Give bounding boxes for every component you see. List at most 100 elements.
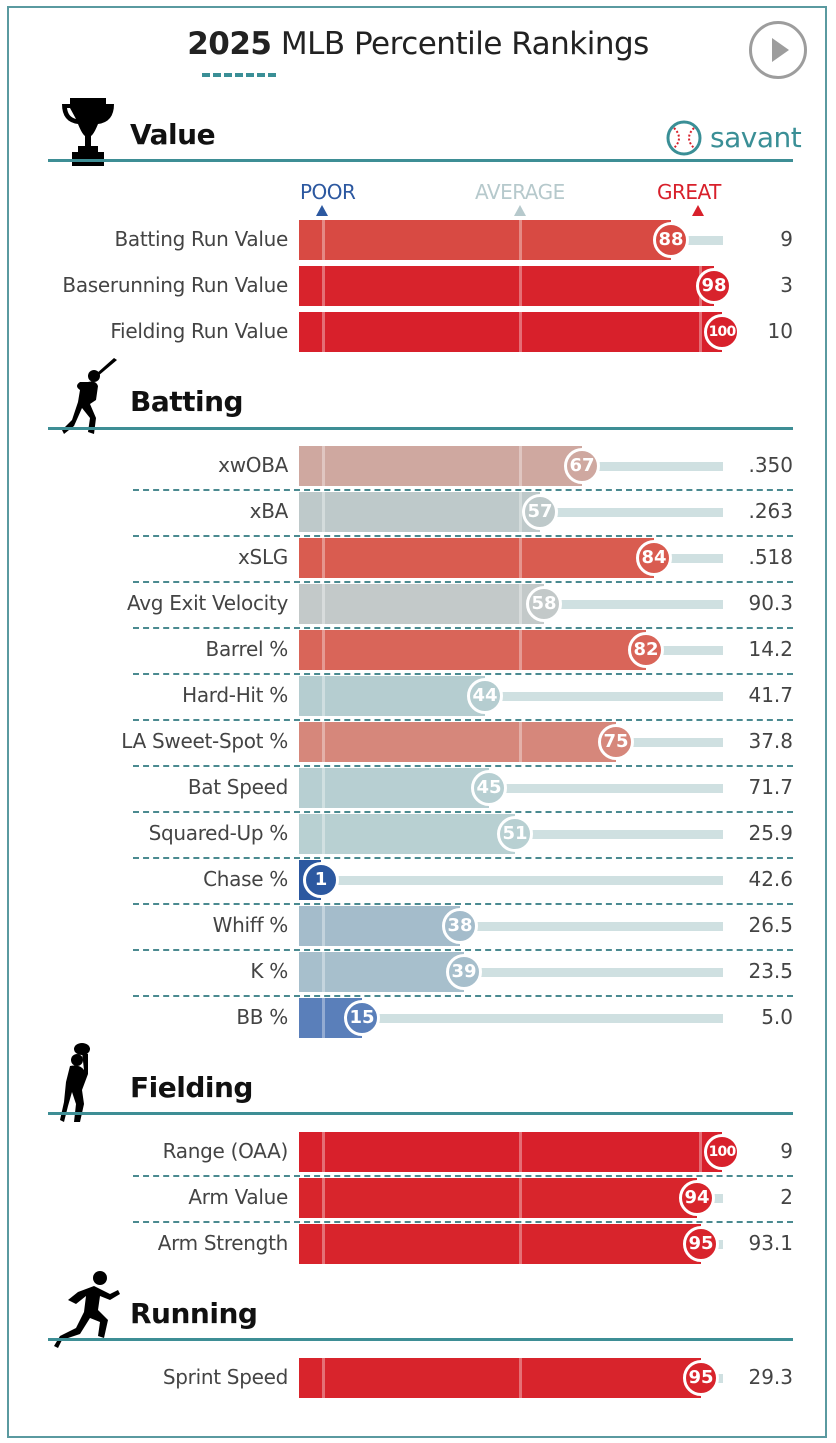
metric-label: Range (OAA) (162, 1139, 289, 1163)
bar-gridline (519, 584, 522, 624)
percentile-bar (299, 446, 582, 486)
percentile-track (310, 784, 723, 793)
percentile-bar (299, 814, 515, 854)
section-title-running: Running (130, 1297, 258, 1330)
bar-gridline (322, 1358, 325, 1398)
bar-gridline (322, 630, 325, 670)
percentile-bubble: 95 (683, 1226, 719, 1262)
bar-gridline (519, 446, 522, 486)
trophy-icon (60, 94, 116, 175)
metric-value: 37.8 (748, 729, 793, 753)
bar-gridline (322, 538, 325, 578)
metric-row[interactable]: Arm Strength 95 93.1 (0, 1224, 836, 1264)
metric-row[interactable]: xBA 57 .263 (0, 492, 836, 532)
section-rule (48, 1338, 793, 1341)
percentile-bubble: 39 (446, 954, 482, 990)
metric-value: .350 (748, 453, 793, 477)
bar-gridline (322, 492, 325, 532)
metric-label: Squared-Up % (148, 821, 289, 845)
bar-gridline (322, 952, 325, 992)
metric-row[interactable]: Arm Value 94 2 (0, 1178, 836, 1218)
bar-gridline (322, 676, 325, 716)
percentile-bar (299, 312, 722, 352)
metric-value: 14.2 (748, 637, 793, 661)
metric-value: 9 (780, 227, 793, 251)
bar-gridline (322, 722, 325, 762)
metric-row[interactable]: xwOBA 67 .350 (0, 446, 836, 486)
scale-poor-marker (316, 205, 328, 216)
metric-row[interactable]: LA Sweet-Spot % 75 37.8 (0, 722, 836, 762)
metric-label: Baserunning Run Value (62, 273, 288, 297)
row-divider (133, 1221, 793, 1223)
metric-label: xwOBA (218, 453, 288, 477)
bar-gridline (322, 312, 325, 352)
metric-row[interactable]: Squared-Up % 51 25.9 (0, 814, 836, 854)
bar-gridline (322, 220, 325, 260)
bar-gridline (519, 1358, 522, 1398)
metric-row[interactable]: Avg Exit Velocity 58 90.3 (0, 584, 836, 624)
bar-gridline (322, 1224, 325, 1264)
metric-row[interactable]: Baserunning Run Value 98 3 (0, 266, 836, 306)
metric-row[interactable]: Sprint Speed 95 29.3 (0, 1358, 836, 1398)
metric-value: 5.0 (761, 1005, 793, 1029)
baseball-logo-icon (666, 120, 702, 156)
metric-value: 25.9 (748, 821, 793, 845)
bar-gridline (519, 312, 522, 352)
metric-label: Batting Run Value (114, 227, 289, 251)
bar-gridline (519, 722, 522, 762)
percentile-bubble: 84 (636, 540, 672, 576)
percentile-bar (299, 1178, 697, 1218)
percentile-bubble: 1 (303, 862, 339, 898)
percentile-bubble: 95 (683, 1360, 719, 1396)
bar-gridline (322, 584, 325, 624)
metric-row[interactable]: Barrel % 82 14.2 (0, 630, 836, 670)
fielder-icon (60, 1042, 110, 1129)
metric-row[interactable]: Batting Run Value 88 9 (0, 220, 836, 260)
percentile-bar (299, 1224, 701, 1264)
percentile-bar (299, 492, 540, 532)
metric-row[interactable]: Bat Speed 45 71.7 (0, 768, 836, 808)
percentile-bubble: 57 (522, 494, 558, 530)
row-divider (133, 719, 793, 721)
section-rule (48, 159, 793, 162)
metric-value: 93.1 (748, 1231, 793, 1255)
metric-row[interactable]: Range (OAA) 100 9 (0, 1132, 836, 1172)
percentile-bar (299, 538, 654, 578)
metric-label: Barrel % (205, 637, 289, 661)
percentile-bubble: 51 (497, 816, 533, 852)
percentile-bar (299, 630, 646, 670)
section-title-batting: Batting (130, 385, 244, 418)
metric-value: 9 (780, 1139, 793, 1163)
row-divider (133, 673, 793, 675)
percentile-track (310, 876, 723, 885)
row-divider (133, 949, 793, 951)
metric-value: 29.3 (748, 1365, 793, 1389)
percentile-bubble: 88 (653, 222, 689, 258)
percentile-track (310, 1014, 723, 1023)
metric-value: 90.3 (748, 591, 793, 615)
bar-gridline (519, 538, 522, 578)
metric-label: Chase % (203, 867, 288, 891)
metric-row[interactable]: Hard-Hit % 44 41.7 (0, 676, 836, 716)
percentile-bubble: 75 (598, 724, 634, 760)
metric-label: Arm Value (188, 1185, 288, 1209)
percentile-bubble: 58 (526, 586, 562, 622)
percentile-track (310, 968, 723, 977)
metric-row[interactable]: Fielding Run Value 100 10 (0, 312, 836, 352)
metric-label: Bat Speed (187, 775, 288, 799)
metric-row[interactable]: BB % 15 5.0 (0, 998, 836, 1038)
bar-gridline (519, 630, 522, 670)
metric-row[interactable]: xSLG 84 .518 (0, 538, 836, 578)
metric-row[interactable]: K % 39 23.5 (0, 952, 836, 992)
scale-average-marker (514, 205, 526, 216)
title-year: 2025 (187, 26, 272, 62)
metric-value: 3 (780, 273, 793, 297)
row-divider (133, 627, 793, 629)
metric-label: Whiff % (212, 913, 289, 937)
play-button[interactable] (749, 21, 807, 79)
metric-row[interactable]: Chase % 1 42.6 (0, 860, 836, 900)
bar-gridline (322, 266, 325, 306)
metric-row[interactable]: Whiff % 38 26.5 (0, 906, 836, 946)
percentile-bubble: 67 (564, 448, 600, 484)
metric-label: BB % (236, 1005, 288, 1029)
